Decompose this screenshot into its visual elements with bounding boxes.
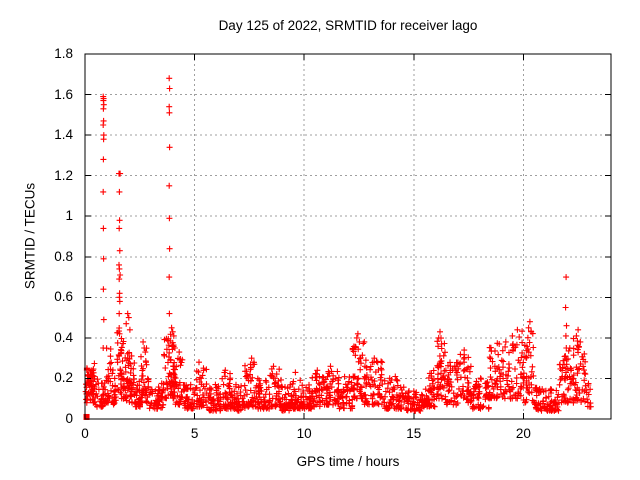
data-points <box>82 75 594 420</box>
x-axis-label: GPS time / hours <box>296 454 400 469</box>
y-tick-label: 1.8 <box>54 46 73 61</box>
x-tick-label: 20 <box>515 426 531 441</box>
y-tick-label: 0.6 <box>54 289 73 305</box>
chart-title: Day 125 of 2022, SRMTID for receiver lag… <box>218 18 478 33</box>
x-tick-label: 5 <box>190 426 199 441</box>
x-tick-label: 10 <box>296 426 312 441</box>
x-tick-label: 15 <box>406 426 422 441</box>
y-tick-label: 1 <box>65 208 73 224</box>
x-tick-label: 0 <box>81 426 89 441</box>
y-tick-label: 0.8 <box>54 248 73 264</box>
y-tick-label: 0.4 <box>54 329 73 345</box>
y-tick-label: 1.4 <box>54 127 73 143</box>
y-tick-label: 0.2 <box>54 370 73 386</box>
plot-border-and-ticks <box>84 53 612 420</box>
y-tick-label: 1.2 <box>54 167 73 183</box>
y-tick-label: 0 <box>65 411 73 426</box>
y-tick-label: 1.6 <box>54 86 73 102</box>
y-axis-label: SRMTID / TECUs <box>22 182 38 290</box>
